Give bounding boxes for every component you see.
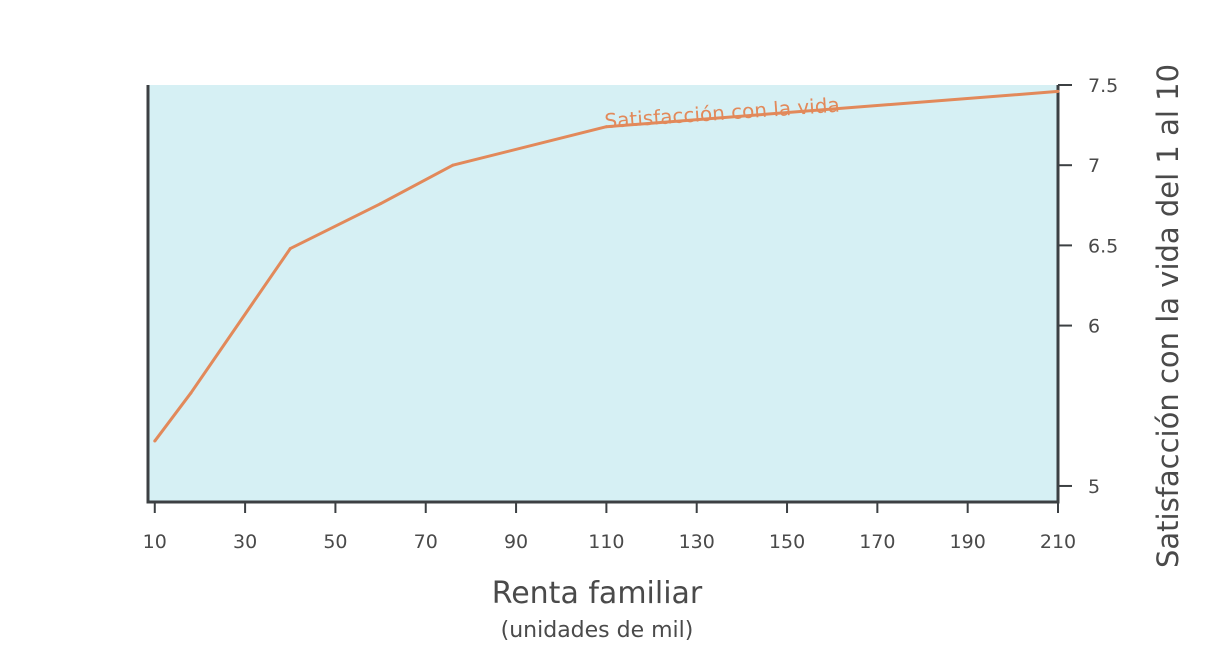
data-point	[153, 439, 157, 443]
y-tick-label: 5	[1088, 476, 1100, 498]
y-tick-label: 7.5	[1088, 75, 1118, 97]
x-tick-label: 150	[769, 531, 805, 553]
x-tick-label: 10	[143, 531, 167, 553]
data-point	[379, 202, 383, 206]
x-tick-label: 90	[504, 531, 528, 553]
y-tick-label: 6.5	[1088, 235, 1118, 257]
data-point	[451, 163, 455, 167]
x-tick-label: 50	[323, 531, 347, 553]
x-tick-label: 70	[414, 531, 438, 553]
y-tick-label: 7	[1088, 155, 1100, 177]
x-axis-ticks: 10 30 50 70 90 110 130 150 170 190 210	[143, 502, 1076, 553]
y-tick-label: 6	[1088, 316, 1100, 338]
x-tick-label: 30	[233, 531, 257, 553]
y-axis-ticks: 5 6 6.5 7 7.5	[1058, 75, 1118, 498]
x-tick-label: 170	[859, 531, 895, 553]
y-axis-title: Satisfacción con la vida del 1 al 10	[1151, 64, 1185, 568]
x-tick-label: 190	[950, 531, 986, 553]
data-point	[288, 247, 292, 251]
data-point	[189, 391, 193, 395]
data-point	[1056, 89, 1060, 93]
x-tick-label: 110	[588, 531, 624, 553]
x-axis-subtitle: (unidades de mil)	[501, 618, 694, 643]
x-tick-label: 210	[1040, 531, 1076, 553]
plot-background	[148, 85, 1058, 502]
x-tick-label: 130	[679, 531, 715, 553]
x-axis-title: Renta familiar	[492, 576, 703, 611]
data-point	[604, 125, 608, 129]
